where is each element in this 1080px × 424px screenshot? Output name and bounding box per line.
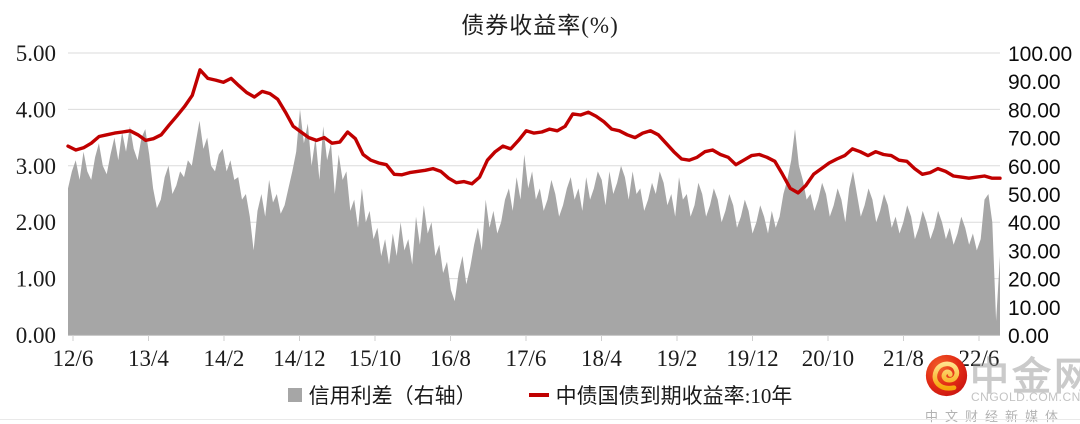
y-right-tick-label: 60.00 xyxy=(1008,156,1061,179)
x-tick-label: 12/6 xyxy=(53,346,94,371)
chart-title: 债券收益率(%) xyxy=(461,13,619,38)
area-series-swatch-icon xyxy=(287,388,302,402)
legend-label-credit-spread: 信用利差（右轴） xyxy=(308,384,477,408)
y-right-tick-label: 20.00 xyxy=(1008,269,1061,292)
x-tick-label: 18/4 xyxy=(581,346,622,371)
treasury-yield-line-series xyxy=(66,68,1002,195)
y-right-tick-label: 50.00 xyxy=(1008,184,1061,207)
y-left-tick-label: 1.00 xyxy=(16,267,56,292)
y-right-tick-label: 70.00 xyxy=(1008,128,1061,151)
y-right-tick-label: 30.00 xyxy=(1008,240,1061,263)
x-tick-label: 15/10 xyxy=(349,346,401,371)
legend-label-treasury-yield: 中债国债到期收益率:10年 xyxy=(555,384,793,408)
x-tick-label: 13/4 xyxy=(128,346,169,371)
y-right-tick-label: 90.00 xyxy=(1008,71,1061,94)
x-tick-label: 14/12 xyxy=(273,346,325,371)
y-right-tick-label: 40.00 xyxy=(1008,212,1061,235)
y-left-tick-label: 4.00 xyxy=(16,97,56,122)
x-tick-label: 16/8 xyxy=(430,346,471,371)
x-tick-label: 19/2 xyxy=(657,346,698,371)
y-right-tick-label: 80.00 xyxy=(1008,99,1061,122)
bottom-divider xyxy=(0,419,1080,420)
credit-spread-area-series xyxy=(68,109,1000,336)
y-left-tick-label: 5.00 xyxy=(16,41,56,66)
x-tick-label: 21/8 xyxy=(883,346,924,371)
line-series-swatch-icon xyxy=(528,393,549,397)
x-tick-label: 20/10 xyxy=(802,346,854,371)
legend-item-treasury-yield: 中债国债到期收益率:10年 xyxy=(528,380,793,410)
y-right-tick-label: 100.00 xyxy=(1008,43,1072,66)
y-left-tick-label: 3.00 xyxy=(16,154,56,179)
y-right-tick-label: 0.00 xyxy=(1008,325,1049,348)
y-right-tick-label: 10.00 xyxy=(1008,297,1061,320)
chart-legend: 信用利差（右轴） 中债国债到期收益率:10年 xyxy=(0,380,1080,410)
x-tick-label: 19/12 xyxy=(726,346,778,371)
x-tick-label: 14/2 xyxy=(204,346,245,371)
y-left-tick-label: 2.00 xyxy=(16,210,56,235)
x-tick-label: 22/6 xyxy=(959,346,1000,371)
x-tick-label: 17/6 xyxy=(506,346,547,371)
y-left-tick-label: 0.00 xyxy=(16,323,56,348)
legend-item-credit-spread: 信用利差（右轴） xyxy=(287,380,477,410)
